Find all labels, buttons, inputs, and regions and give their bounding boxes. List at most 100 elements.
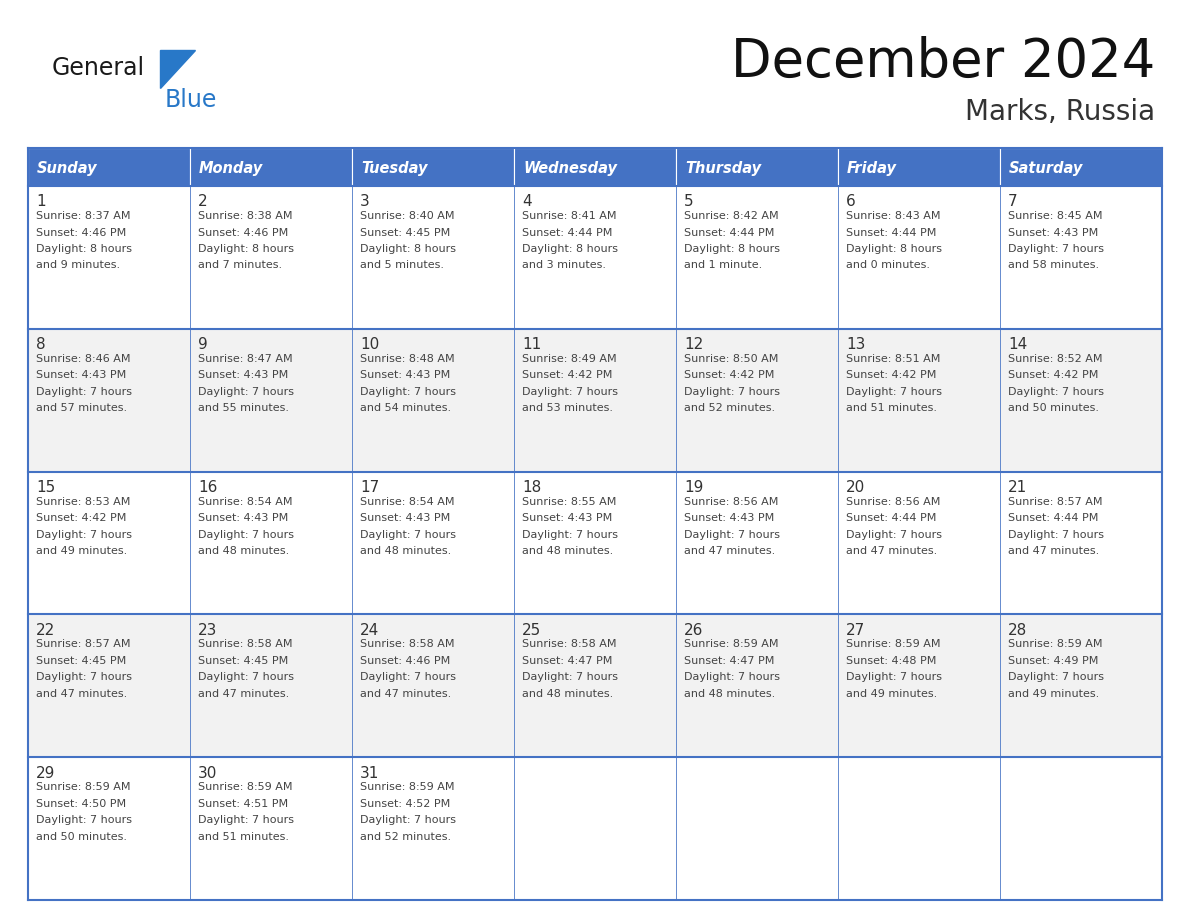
Text: and 0 minutes.: and 0 minutes.	[846, 261, 930, 271]
Text: 16: 16	[198, 480, 217, 495]
Text: and 47 minutes.: and 47 minutes.	[360, 688, 451, 699]
Text: and 52 minutes.: and 52 minutes.	[684, 403, 775, 413]
Text: Marks, Russia: Marks, Russia	[965, 98, 1155, 126]
Text: and 50 minutes.: and 50 minutes.	[36, 832, 127, 842]
Bar	[190, 614, 352, 757]
Text: and 47 minutes.: and 47 minutes.	[36, 688, 127, 699]
Text: and 7 minutes.: and 7 minutes.	[198, 261, 282, 271]
Text: Sunset: 4:52 PM: Sunset: 4:52 PM	[360, 799, 450, 809]
Text: 8: 8	[36, 337, 45, 353]
Text: Daylight: 8 hours: Daylight: 8 hours	[684, 244, 781, 254]
Text: Daylight: 7 hours: Daylight: 7 hours	[846, 530, 942, 540]
Bar	[676, 329, 838, 472]
Bar	[352, 614, 514, 757]
Bar	[352, 186, 514, 329]
Text: Sunset: 4:46 PM: Sunset: 4:46 PM	[360, 655, 450, 666]
Text: Daylight: 7 hours: Daylight: 7 hours	[360, 672, 456, 682]
Text: Sunset: 4:47 PM: Sunset: 4:47 PM	[684, 655, 775, 666]
Text: and 48 minutes.: and 48 minutes.	[522, 546, 613, 556]
Bar	[29, 614, 190, 757]
Bar	[838, 614, 1000, 757]
Text: and 49 minutes.: and 49 minutes.	[1007, 688, 1099, 699]
Text: Sunset: 4:45 PM: Sunset: 4:45 PM	[198, 655, 289, 666]
Text: and 48 minutes.: and 48 minutes.	[198, 546, 289, 556]
Text: Sunset: 4:43 PM: Sunset: 4:43 PM	[522, 513, 612, 523]
Bar	[190, 186, 352, 329]
Text: 20: 20	[846, 480, 865, 495]
Text: Sunset: 4:48 PM: Sunset: 4:48 PM	[846, 655, 936, 666]
Text: Sunset: 4:43 PM: Sunset: 4:43 PM	[360, 513, 450, 523]
Text: 22: 22	[36, 623, 56, 638]
Text: Sunrise: 8:53 AM: Sunrise: 8:53 AM	[36, 497, 131, 507]
Text: and 54 minutes.: and 54 minutes.	[360, 403, 451, 413]
Text: Sunrise: 8:46 AM: Sunrise: 8:46 AM	[36, 353, 131, 364]
Bar	[29, 186, 190, 329]
Text: Daylight: 8 hours: Daylight: 8 hours	[36, 244, 132, 254]
Text: and 58 minutes.: and 58 minutes.	[1007, 261, 1099, 271]
Text: Sunrise: 8:59 AM: Sunrise: 8:59 AM	[198, 782, 292, 792]
Text: Daylight: 7 hours: Daylight: 7 hours	[36, 672, 132, 682]
Text: 2: 2	[198, 195, 208, 209]
Text: 13: 13	[846, 337, 865, 353]
Text: Daylight: 8 hours: Daylight: 8 hours	[360, 244, 456, 254]
Bar	[676, 614, 838, 757]
Bar	[190, 757, 352, 900]
Text: Sunset: 4:51 PM: Sunset: 4:51 PM	[198, 799, 289, 809]
Text: and 57 minutes.: and 57 minutes.	[36, 403, 127, 413]
Text: 31: 31	[360, 766, 379, 780]
Bar	[514, 329, 676, 472]
Text: 26: 26	[684, 623, 703, 638]
Text: and 50 minutes.: and 50 minutes.	[1007, 403, 1099, 413]
Text: Daylight: 7 hours: Daylight: 7 hours	[522, 530, 618, 540]
Text: 4: 4	[522, 195, 531, 209]
Text: 21: 21	[1007, 480, 1028, 495]
Text: Sunrise: 8:57 AM: Sunrise: 8:57 AM	[36, 640, 131, 649]
Text: Sunrise: 8:58 AM: Sunrise: 8:58 AM	[522, 640, 617, 649]
Bar	[676, 472, 838, 614]
Bar	[838, 329, 1000, 472]
Bar	[352, 148, 514, 186]
Text: Daylight: 7 hours: Daylight: 7 hours	[522, 386, 618, 397]
Bar	[676, 757, 838, 900]
Text: Daylight: 7 hours: Daylight: 7 hours	[1007, 530, 1104, 540]
Text: and 9 minutes.: and 9 minutes.	[36, 261, 120, 271]
Text: Sunset: 4:46 PM: Sunset: 4:46 PM	[198, 228, 289, 238]
Text: Sunrise: 8:41 AM: Sunrise: 8:41 AM	[522, 211, 617, 221]
Text: Sunrise: 8:58 AM: Sunrise: 8:58 AM	[198, 640, 292, 649]
Text: Sunset: 4:42 PM: Sunset: 4:42 PM	[684, 370, 775, 380]
Text: Sunrise: 8:48 AM: Sunrise: 8:48 AM	[360, 353, 455, 364]
Text: Daylight: 7 hours: Daylight: 7 hours	[198, 815, 293, 825]
Bar	[514, 148, 676, 186]
Text: Daylight: 7 hours: Daylight: 7 hours	[1007, 386, 1104, 397]
Text: Daylight: 7 hours: Daylight: 7 hours	[522, 672, 618, 682]
Bar	[190, 472, 352, 614]
Text: and 47 minutes.: and 47 minutes.	[198, 688, 289, 699]
Text: Sunrise: 8:37 AM: Sunrise: 8:37 AM	[36, 211, 131, 221]
Text: and 48 minutes.: and 48 minutes.	[360, 546, 451, 556]
Text: General: General	[52, 56, 145, 80]
Text: Sunset: 4:44 PM: Sunset: 4:44 PM	[846, 228, 936, 238]
Text: Sunrise: 8:56 AM: Sunrise: 8:56 AM	[684, 497, 778, 507]
Text: Sunset: 4:44 PM: Sunset: 4:44 PM	[1007, 513, 1099, 523]
Text: and 55 minutes.: and 55 minutes.	[198, 403, 289, 413]
Text: Daylight: 7 hours: Daylight: 7 hours	[360, 530, 456, 540]
Text: Wednesday: Wednesday	[523, 161, 617, 175]
Text: 29: 29	[36, 766, 56, 780]
Text: Daylight: 7 hours: Daylight: 7 hours	[36, 386, 132, 397]
Polygon shape	[160, 50, 195, 88]
Bar	[838, 148, 1000, 186]
Text: Sunset: 4:44 PM: Sunset: 4:44 PM	[846, 513, 936, 523]
Text: 5: 5	[684, 195, 694, 209]
Bar	[1000, 472, 1162, 614]
Text: and 47 minutes.: and 47 minutes.	[684, 546, 776, 556]
Text: and 51 minutes.: and 51 minutes.	[846, 403, 937, 413]
Text: 9: 9	[198, 337, 208, 353]
Text: Sunrise: 8:45 AM: Sunrise: 8:45 AM	[1007, 211, 1102, 221]
Text: 14: 14	[1007, 337, 1028, 353]
Text: Daylight: 7 hours: Daylight: 7 hours	[1007, 672, 1104, 682]
Text: Sunset: 4:50 PM: Sunset: 4:50 PM	[36, 799, 126, 809]
Text: Sunset: 4:43 PM: Sunset: 4:43 PM	[360, 370, 450, 380]
Text: Daylight: 8 hours: Daylight: 8 hours	[846, 244, 942, 254]
Bar	[514, 757, 676, 900]
Text: Sunrise: 8:47 AM: Sunrise: 8:47 AM	[198, 353, 292, 364]
